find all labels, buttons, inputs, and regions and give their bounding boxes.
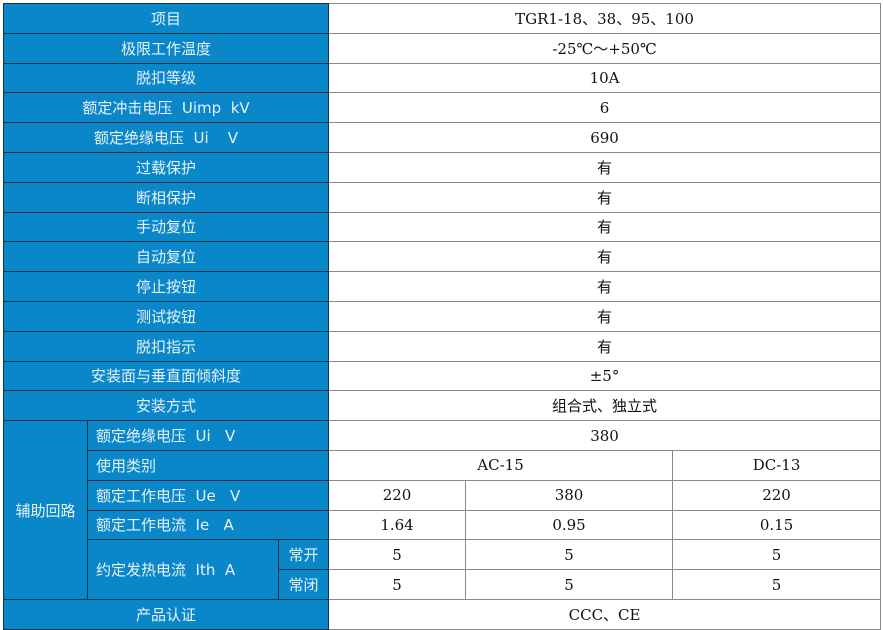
spec-value: 有 <box>328 181 882 213</box>
spec-label: 安装面与垂直面倾斜度 <box>2 360 330 392</box>
spec-row: 安装方式 组合式、独立式 <box>2 390 882 422</box>
aux-value: 5 <box>465 569 674 600</box>
spec-label: 测试按钮 <box>2 300 330 332</box>
spec-value: ±5° <box>328 360 882 392</box>
aux-row: 使用类别 AC-15 DC-13 <box>4 449 882 481</box>
aux-row: 辅助回路 额定绝缘电压 Ui V 380 <box>3 420 882 600</box>
spec-value: 有 <box>328 241 882 273</box>
aux-label: 使用类别 <box>86 449 330 481</box>
aux-row: 额定工作电压 Ue V 220 380 220 <box>4 479 882 511</box>
spec-value: 10A <box>328 62 882 94</box>
spec-row: 断相保护有 <box>2 181 882 213</box>
spec-label: 极限工作温度 <box>2 32 330 64</box>
spec-label: 脱扣等级 <box>2 62 330 94</box>
aux-row: 额定工作电流 Ie A 1.64 0.95 0.15 <box>4 509 882 541</box>
aux-label: 额定工作电流 Ie A <box>86 509 330 541</box>
spec-value: 组合式、独立式 <box>328 390 882 422</box>
spec-row: 脱扣指示有 <box>2 330 882 362</box>
aux-value: AC-15 <box>328 449 674 481</box>
aux-label: 额定工作电压 Ue V <box>86 479 330 511</box>
aux-value: 5 <box>672 569 882 600</box>
aux-label: 约定发热电流 Ith A <box>87 539 279 600</box>
spec-row: 产品认证 CCC、CE <box>2 598 882 630</box>
aux-value: 1.64 <box>328 509 467 541</box>
aux-row: 约定发热电流 Ith A 常开 5 5 5 <box>4 539 882 600</box>
aux-value: 5 <box>465 539 674 571</box>
aux-group-label: 辅助回路 <box>3 420 88 600</box>
spec-label: 自动复位 <box>2 241 330 273</box>
spec-row: 极限工作温度 -25℃～+50℃ <box>2 32 882 64</box>
aux-value: 0.15 <box>672 509 882 541</box>
aux-row: 常闭 5 5 5 <box>4 569 882 600</box>
aux-value: 0.95 <box>465 509 674 541</box>
spec-row: 额定绝缘电压 Ui V 690 <box>2 122 882 153</box>
spec-row: 安装面与垂直面倾斜度 ±5° <box>2 360 882 392</box>
aux-value: 220 <box>328 479 467 511</box>
spec-value: CCC、CE <box>328 598 882 630</box>
spec-value: -25℃～+50℃ <box>328 32 882 64</box>
spec-value: 有 <box>328 330 882 362</box>
spec-value: 690 <box>328 122 882 153</box>
spec-label: 额定冲击电压 Uimp kV <box>2 92 330 124</box>
spec-row: 脱扣等级 10A <box>2 62 882 94</box>
spec-value: 6 <box>328 92 882 124</box>
spec-table: 项目 TGR1-18、38、95、100 极限工作温度 -25℃～+50℃ 脱扣等级 10… <box>2 3 882 630</box>
spec-label: 额定绝缘电压 Ui V <box>2 122 330 153</box>
spec-row: 额定冲击电压 Uimp kV 6 <box>2 92 882 124</box>
aux-value: DC-13 <box>672 449 882 481</box>
spec-value: 有 <box>328 271 882 302</box>
aux-label: 额定绝缘电压 Ui V <box>86 420 330 451</box>
spec-row: 停止按钮有 <box>2 271 882 302</box>
aux-value: 380 <box>328 420 882 451</box>
spec-label: 项目 <box>2 3 330 34</box>
aux-value: 220 <box>672 479 882 511</box>
spec-value: TGR1-18、38、95、100 <box>328 3 882 34</box>
spec-label: 产品认证 <box>2 598 330 630</box>
aux-value: 5 <box>672 539 882 571</box>
spec-row: 项目 TGR1-18、38、95、100 <box>2 3 882 34</box>
aux-value: 5 <box>328 569 467 600</box>
spec-label: 手动复位 <box>2 211 330 243</box>
spec-value: 有 <box>328 151 882 183</box>
aux-value: 5 <box>328 539 467 571</box>
spec-row: 自动复位有 <box>2 241 882 273</box>
spec-value: 有 <box>328 300 882 332</box>
spec-value: 有 <box>328 211 882 243</box>
aux-value: 380 <box>465 479 674 511</box>
spec-label: 脱扣指示 <box>2 330 330 362</box>
spec-row: 过载保护有 <box>2 151 882 183</box>
spec-label: 断相保护 <box>2 181 330 213</box>
aux-sublabel: 常开 <box>277 539 330 571</box>
aux-sublabel: 常闭 <box>277 569 330 600</box>
spec-label: 过载保护 <box>2 151 330 183</box>
spec-row: 测试按钮有 <box>2 300 882 332</box>
spec-label: 停止按钮 <box>2 271 330 302</box>
spec-label: 安装方式 <box>2 390 330 422</box>
spec-row: 手动复位有 <box>2 211 882 243</box>
